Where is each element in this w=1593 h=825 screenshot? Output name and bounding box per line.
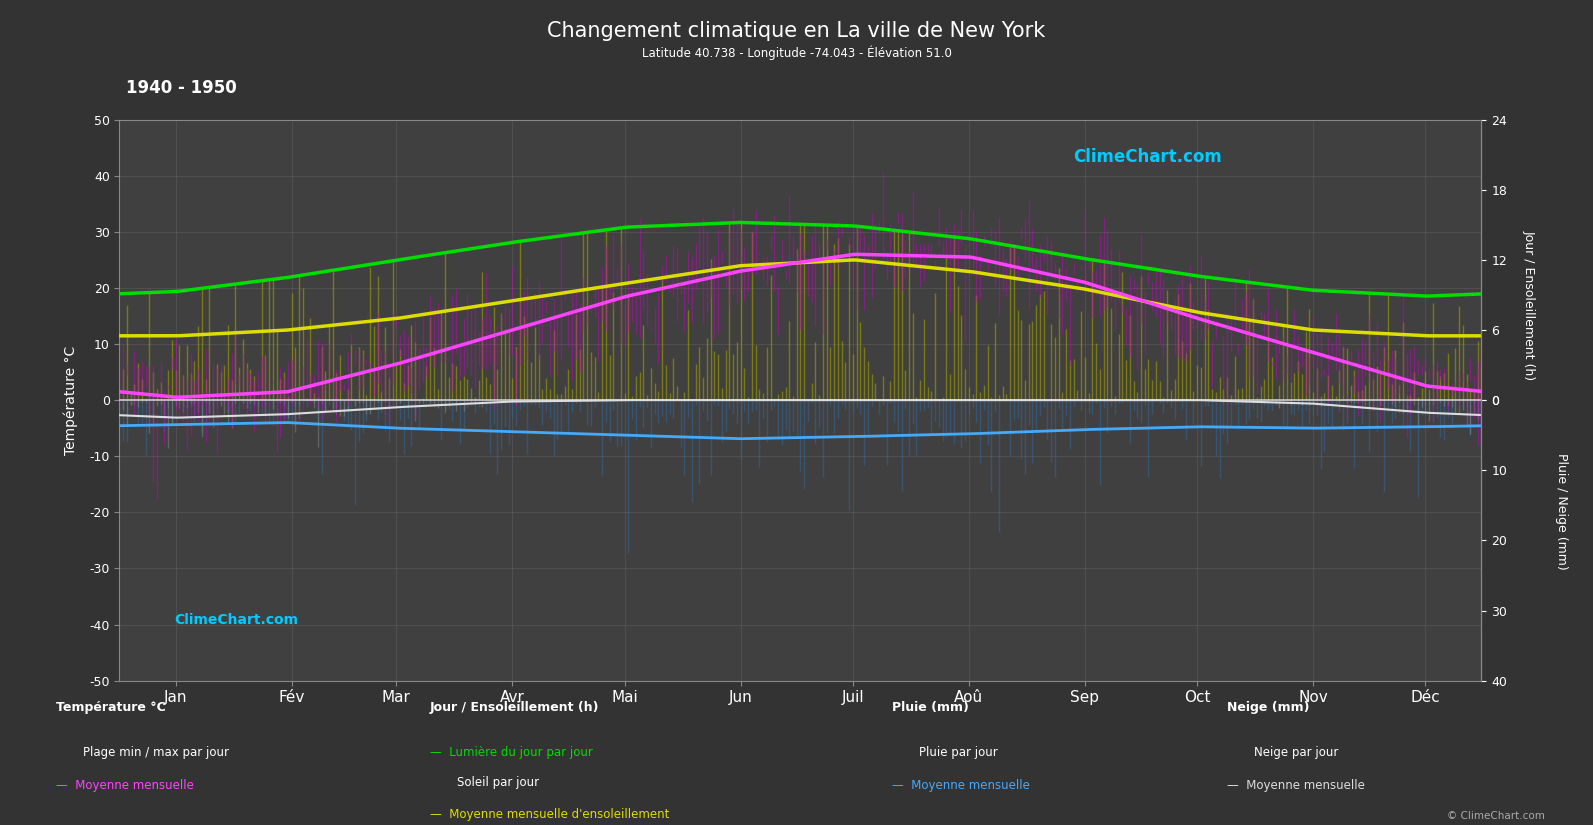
Text: Température °C: Température °C [56,700,166,714]
Text: Pluie par jour: Pluie par jour [919,746,997,759]
Text: Pluie / Neige (mm): Pluie / Neige (mm) [1555,453,1568,570]
Text: —  Moyenne mensuelle: — Moyenne mensuelle [1227,779,1365,792]
Y-axis label: Température °C: Température °C [64,346,78,455]
Text: Changement climatique en La ville de New York: Changement climatique en La ville de New… [548,21,1045,40]
Text: —  Moyenne mensuelle d'ensoleillement: — Moyenne mensuelle d'ensoleillement [430,808,669,821]
Text: Latitude 40.738 - Longitude -74.043 - Élévation 51.0: Latitude 40.738 - Longitude -74.043 - Él… [642,45,951,60]
Text: —  Lumière du jour par jour: — Lumière du jour par jour [430,746,593,759]
Text: ClimeChart.com: ClimeChart.com [1074,148,1222,166]
Text: Plage min / max par jour: Plage min / max par jour [83,746,229,759]
Text: —  Moyenne mensuelle: — Moyenne mensuelle [56,779,194,792]
Text: Neige par jour: Neige par jour [1254,746,1338,759]
Text: © ClimeChart.com: © ClimeChart.com [1448,811,1545,821]
Text: 1940 - 1950: 1940 - 1950 [126,79,237,97]
Text: —  Moyenne mensuelle: — Moyenne mensuelle [892,779,1031,792]
Text: Jour / Ensoleillement (h): Jour / Ensoleillement (h) [1523,230,1536,380]
Text: ClimeChart.com: ClimeChart.com [174,613,298,627]
Text: Jour / Ensoleillement (h): Jour / Ensoleillement (h) [430,700,599,714]
Text: Soleil par jour: Soleil par jour [457,776,540,790]
Text: Pluie (mm): Pluie (mm) [892,700,969,714]
Text: Neige (mm): Neige (mm) [1227,700,1309,714]
